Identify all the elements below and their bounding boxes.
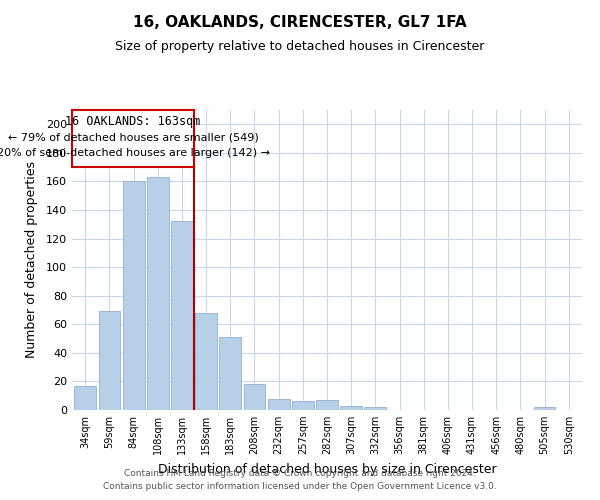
Bar	[171, 222, 193, 410]
Bar	[123, 182, 145, 410]
Bar	[364, 407, 386, 410]
Bar	[292, 402, 314, 410]
X-axis label: Distribution of detached houses by size in Cirencester: Distribution of detached houses by size …	[158, 462, 496, 475]
Bar	[147, 177, 169, 410]
Bar	[244, 384, 265, 410]
Y-axis label: Number of detached properties: Number of detached properties	[25, 162, 38, 358]
Bar	[340, 406, 362, 410]
Text: 16 OAKLANDS: 163sqm: 16 OAKLANDS: 163sqm	[65, 115, 201, 128]
Bar	[195, 313, 217, 410]
Text: Contains public sector information licensed under the Open Government Licence v3: Contains public sector information licen…	[103, 482, 497, 491]
Bar	[533, 407, 556, 410]
Text: Contains HM Land Registry data © Crown copyright and database right 2024.: Contains HM Land Registry data © Crown c…	[124, 468, 476, 477]
Text: Size of property relative to detached houses in Cirencester: Size of property relative to detached ho…	[115, 40, 485, 53]
Text: 20% of semi-detached houses are larger (142) →: 20% of semi-detached houses are larger (…	[0, 148, 269, 158]
Text: ← 79% of detached houses are smaller (549): ← 79% of detached houses are smaller (54…	[8, 132, 259, 142]
Bar	[316, 400, 338, 410]
Bar	[98, 312, 121, 410]
Text: 16, OAKLANDS, CIRENCESTER, GL7 1FA: 16, OAKLANDS, CIRENCESTER, GL7 1FA	[133, 15, 467, 30]
Bar	[268, 398, 290, 410]
FancyBboxPatch shape	[72, 110, 194, 167]
Bar	[74, 386, 96, 410]
Bar	[220, 337, 241, 410]
